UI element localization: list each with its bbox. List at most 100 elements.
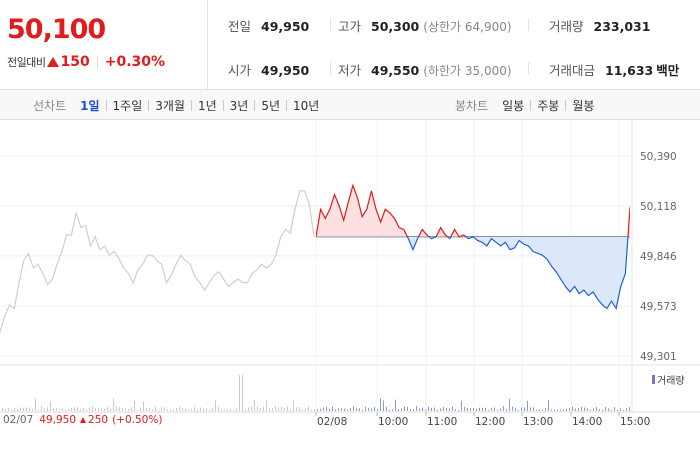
stat-amount: 거래대금 11,633 백만 <box>549 60 679 79</box>
volume-bar <box>461 400 462 411</box>
volume-bar <box>104 408 105 411</box>
volume-bar <box>446 408 447 411</box>
divider <box>528 18 529 31</box>
volume-bar <box>86 409 87 411</box>
up-triangle-icon <box>80 416 87 423</box>
candle-chart-tabs: 봉차트 일봉 주봉 월봉 <box>455 90 598 120</box>
volume-bar <box>284 407 285 411</box>
volume-bar <box>365 406 366 411</box>
stat-label: 시가 <box>228 63 252 78</box>
tab-monthly-candle[interactable]: 월봉 <box>572 98 595 113</box>
volume-bar <box>74 407 75 411</box>
volume-bar <box>203 408 204 411</box>
tab-5year[interactable]: 5년 <box>261 98 281 113</box>
volume-bar <box>92 406 93 411</box>
volume-bar <box>464 406 465 411</box>
volume-bar <box>158 409 159 411</box>
volume-bar <box>47 407 48 411</box>
volume-bar <box>221 408 222 411</box>
change-value: 150 <box>60 54 90 70</box>
y-tick-label: 49,846 <box>640 251 677 263</box>
volume-bar <box>413 409 414 411</box>
volume-bar <box>254 400 255 411</box>
volume-bar <box>272 408 273 411</box>
volume-bar <box>251 406 252 411</box>
stat-value: 49,950 <box>261 19 310 34</box>
tab-1day[interactable]: 1일 <box>80 98 100 113</box>
volume-bar <box>410 408 411 411</box>
volume-bar <box>452 406 453 411</box>
volume-bar <box>362 409 363 411</box>
volume-bar <box>356 408 357 411</box>
volume-bar <box>323 407 324 411</box>
volume-bar <box>83 408 84 411</box>
x-tick-label: 13:00 <box>523 416 553 428</box>
volume-bar <box>350 408 351 411</box>
volume-bars <box>2 375 630 411</box>
volume-bar <box>32 409 33 411</box>
volume-bar <box>167 409 168 411</box>
volume-bar <box>476 409 477 411</box>
volume-bar <box>395 399 396 411</box>
volume-bar <box>383 400 384 411</box>
x-tick-label: 11:00 <box>427 416 457 428</box>
tab-10year[interactable]: 10년 <box>293 98 320 113</box>
volume-bar <box>392 409 393 411</box>
volume-bar <box>347 409 348 411</box>
volume-bar <box>134 400 135 411</box>
volume-bar <box>440 408 441 411</box>
volume-bar <box>53 408 54 411</box>
line-chart-title: 선차트 <box>33 98 67 113</box>
volume-bar <box>227 409 228 411</box>
volume-bar <box>536 409 537 411</box>
stat-sub: (상한가 64,900) <box>423 20 512 34</box>
volume-bar <box>137 409 138 411</box>
prev-day-change-pct: (+0.50%) <box>112 414 163 426</box>
volume-bar <box>239 375 240 411</box>
volume-bar <box>386 406 387 411</box>
price-box: 50,100 전일대비 150 +0.30% <box>0 0 208 90</box>
volume-bar <box>341 408 342 411</box>
volume-bar <box>512 406 513 411</box>
chart-tab-bar: 선차트 1일 1주일 3개월 1년 3년 5년 10년 봉차트 일봉 주봉 월봉 <box>0 90 700 120</box>
volume-bar <box>311 409 312 411</box>
volume-bar <box>89 407 90 411</box>
tab-1week[interactable]: 1주일 <box>112 98 143 113</box>
tab-3year[interactable]: 3년 <box>229 98 249 113</box>
volume-bar <box>287 406 288 411</box>
volume-bar <box>71 408 72 411</box>
tab-daily-candle[interactable]: 일봉 <box>502 98 525 113</box>
volume-bar <box>122 407 123 411</box>
stat-label: 거래대금 <box>549 63 596 78</box>
volume-bar <box>548 399 549 411</box>
volume-bar <box>23 408 24 411</box>
volume-bar <box>521 407 522 411</box>
up-triangle-icon <box>47 57 60 67</box>
y-tick-label: 49,573 <box>640 301 677 313</box>
volume-bar <box>629 406 630 411</box>
stat-label: 거래량 <box>549 19 584 34</box>
today-line-down <box>316 236 629 311</box>
volume-legend: 거래량 <box>652 372 685 387</box>
tab-1year[interactable]: 1년 <box>197 98 217 113</box>
tab-weekly-candle[interactable]: 주봉 <box>537 98 560 113</box>
stat-value: 49,950 <box>261 63 310 78</box>
volume-bar <box>41 406 42 411</box>
volume-bar <box>8 408 9 411</box>
price-chart[interactable]: 50,390 50,118 49,846 49,573 49,301 02/08 10:0… <box>0 120 700 450</box>
divider <box>530 99 532 111</box>
tab-3month[interactable]: 3개월 <box>155 98 185 113</box>
volume-bar <box>278 407 279 411</box>
volume-bar <box>119 407 120 411</box>
volume-bar <box>503 406 504 411</box>
volume-bar <box>623 409 624 411</box>
change-row: 전일대비 150 +0.30% <box>7 54 165 70</box>
volume-bar <box>20 407 21 411</box>
volume-bar <box>128 409 129 411</box>
volume-bar <box>518 409 519 411</box>
volume-bar <box>164 407 165 411</box>
volume-bar <box>506 409 507 411</box>
volume-bar <box>182 408 183 411</box>
volume-bar <box>146 408 147 411</box>
volume-bar <box>473 408 474 411</box>
